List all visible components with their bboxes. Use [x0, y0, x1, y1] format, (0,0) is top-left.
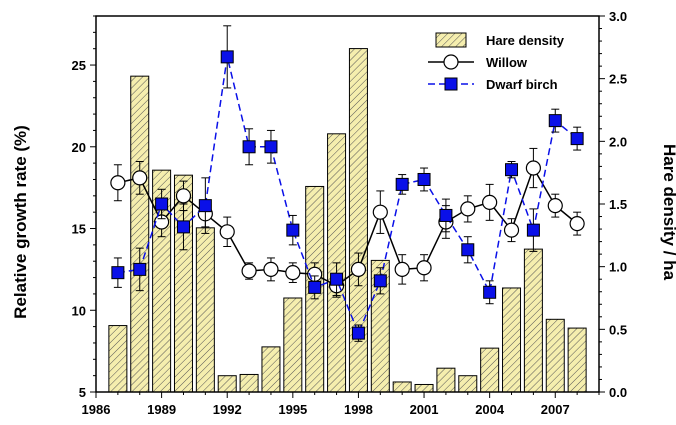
y-left-tick-label: 10 [72, 303, 86, 318]
dwarf-birch-point [111, 266, 125, 280]
dwarf-birch-point [417, 172, 431, 186]
dwarf-birch-point [308, 280, 322, 294]
series-lines [110, 25, 585, 342]
hare-density-bar [392, 381, 412, 393]
willow-point [132, 170, 148, 186]
hare-density-bar [567, 327, 587, 393]
willow-point [503, 222, 520, 238]
dwarf-birch-point [373, 274, 387, 288]
dwarf-birch-point [330, 272, 344, 286]
hare-density-bar [108, 325, 128, 393]
y-right-tick-label: 0.5 [609, 322, 627, 337]
y-left-tick-label: 20 [72, 140, 86, 155]
willow-point [219, 224, 235, 240]
dwarf-birch-point [176, 220, 190, 234]
dwarf-birch-point [526, 223, 540, 237]
dwarf-birch-point [133, 262, 147, 276]
x-tick-label: 1992 [213, 402, 242, 417]
y-left-tick-label: 25 [72, 58, 86, 73]
hare-density-bar [195, 227, 215, 393]
dwarf-birch-point [286, 223, 300, 237]
y-left-axis-title: Relative growth rate (%) [11, 125, 30, 319]
dwarf-birch-line [117, 56, 578, 336]
legend-label: Willow [486, 55, 528, 70]
legend-swatch-hare-density [435, 32, 467, 48]
legend-label: Dwarf birch [486, 77, 558, 92]
x-tick-label: 2004 [475, 402, 505, 417]
legend-label: Hare density [486, 33, 565, 48]
y-right-tick-label: 2.5 [609, 72, 627, 87]
hare-density-bar [502, 287, 522, 393]
legend: Hare density Willow Dwarf birch [428, 32, 565, 92]
y-right-tick-label: 3.0 [609, 9, 627, 24]
hare-density-bar [130, 75, 150, 393]
y-right-tick-label: 1.0 [609, 260, 627, 275]
willow-point [263, 261, 279, 277]
willow-point [547, 198, 563, 214]
hare-density-bar [414, 383, 434, 393]
dwarf-birch-point [198, 199, 212, 213]
willow-point [525, 160, 541, 176]
x-tick-label: 1995 [278, 402, 307, 417]
dwarf-birch-point [242, 140, 256, 154]
hare-density-bar [239, 373, 259, 393]
willow-point [416, 260, 432, 276]
x-tick-label: 1989 [147, 402, 176, 417]
y-left-tick-label: 15 [72, 222, 86, 237]
willow-point [460, 201, 476, 217]
willow-line [117, 166, 578, 287]
willow-point [350, 261, 367, 277]
axis-ticks: 1986 1989 1992 1995 1998 2001 2004 2007 5 10 15 20 2… [72, 9, 628, 417]
legend-marker-dwarf-birch [444, 77, 458, 91]
x-tick-label: 1998 [344, 402, 373, 417]
dwarf-birch-point [220, 50, 234, 64]
hare-density-bar [545, 318, 565, 393]
willow-point [482, 194, 498, 210]
willow-point [394, 261, 410, 277]
dwarf-birch-point [395, 177, 409, 191]
hare-density-bar [436, 367, 456, 393]
legend-marker-willow [443, 54, 459, 70]
hare-density-bar [261, 346, 281, 393]
hare-density-bar [458, 375, 478, 393]
dwarf-birch-point [155, 197, 169, 211]
dwarf-birch-point [505, 163, 519, 177]
hare-density-bar [283, 297, 303, 393]
y-right-axis-title: Hare density / ha [660, 144, 676, 281]
dwarf-birch-point [548, 114, 562, 128]
dwarf-birch-point [461, 243, 475, 257]
willow-point [372, 204, 388, 220]
y-left-tick-label: 5 [79, 385, 86, 400]
dwarf-birch-point [570, 132, 584, 146]
willow-point [285, 265, 301, 281]
y-right-tick-label: 0.0 [609, 385, 627, 400]
y-right-tick-label: 1.5 [609, 197, 627, 212]
x-tick-label: 1986 [82, 402, 111, 417]
x-tick-label: 2007 [541, 402, 570, 417]
dwarf-birch-point [351, 326, 365, 340]
willow-point [569, 216, 585, 232]
dwarf-birch-point [264, 140, 278, 154]
hare-density-bar [217, 375, 237, 393]
y-right-tick-label: 2.0 [609, 134, 627, 149]
dwarf-birch-point [483, 285, 497, 299]
willow-point [241, 263, 257, 279]
x-tick-label: 2001 [410, 402, 439, 417]
hare-density-bar [523, 248, 543, 393]
willow-point [110, 175, 126, 191]
hare-density-bar [480, 347, 500, 393]
dwarf-birch-point [439, 208, 453, 222]
willow-point [175, 188, 192, 204]
